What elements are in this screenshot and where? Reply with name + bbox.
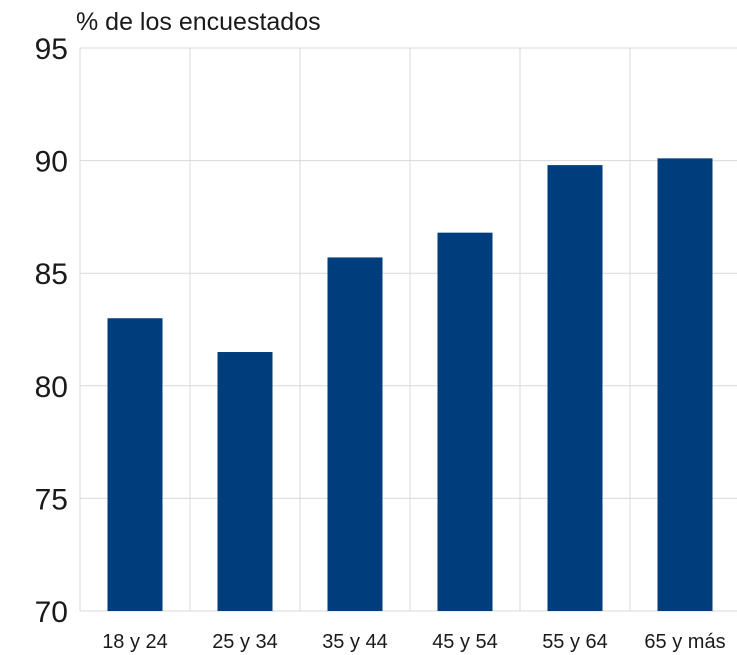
bar [657, 158, 713, 611]
bar [107, 318, 163, 611]
y-tick-label: 95 [35, 33, 68, 66]
y-tick-label: 75 [35, 483, 68, 516]
bar [437, 232, 493, 611]
bar [547, 165, 603, 611]
bar [217, 352, 273, 611]
x-tick-label: 35 y 44 [322, 631, 388, 653]
y-tick-label: 85 [35, 258, 68, 291]
bar [327, 257, 383, 611]
x-tick-label: 65 y más [644, 631, 725, 653]
x-tick-label: 45 y 54 [432, 631, 498, 653]
y-axis-label: % de los encuestados [76, 8, 321, 36]
y-tick-label: 80 [35, 371, 68, 404]
x-tick-label: 25 y 34 [212, 631, 278, 653]
x-tick-label: 18 y 24 [102, 631, 168, 653]
y-tick-label: 70 [35, 596, 68, 629]
x-tick-label: 55 y 64 [542, 631, 608, 653]
y-tick-label: 90 [35, 146, 68, 179]
